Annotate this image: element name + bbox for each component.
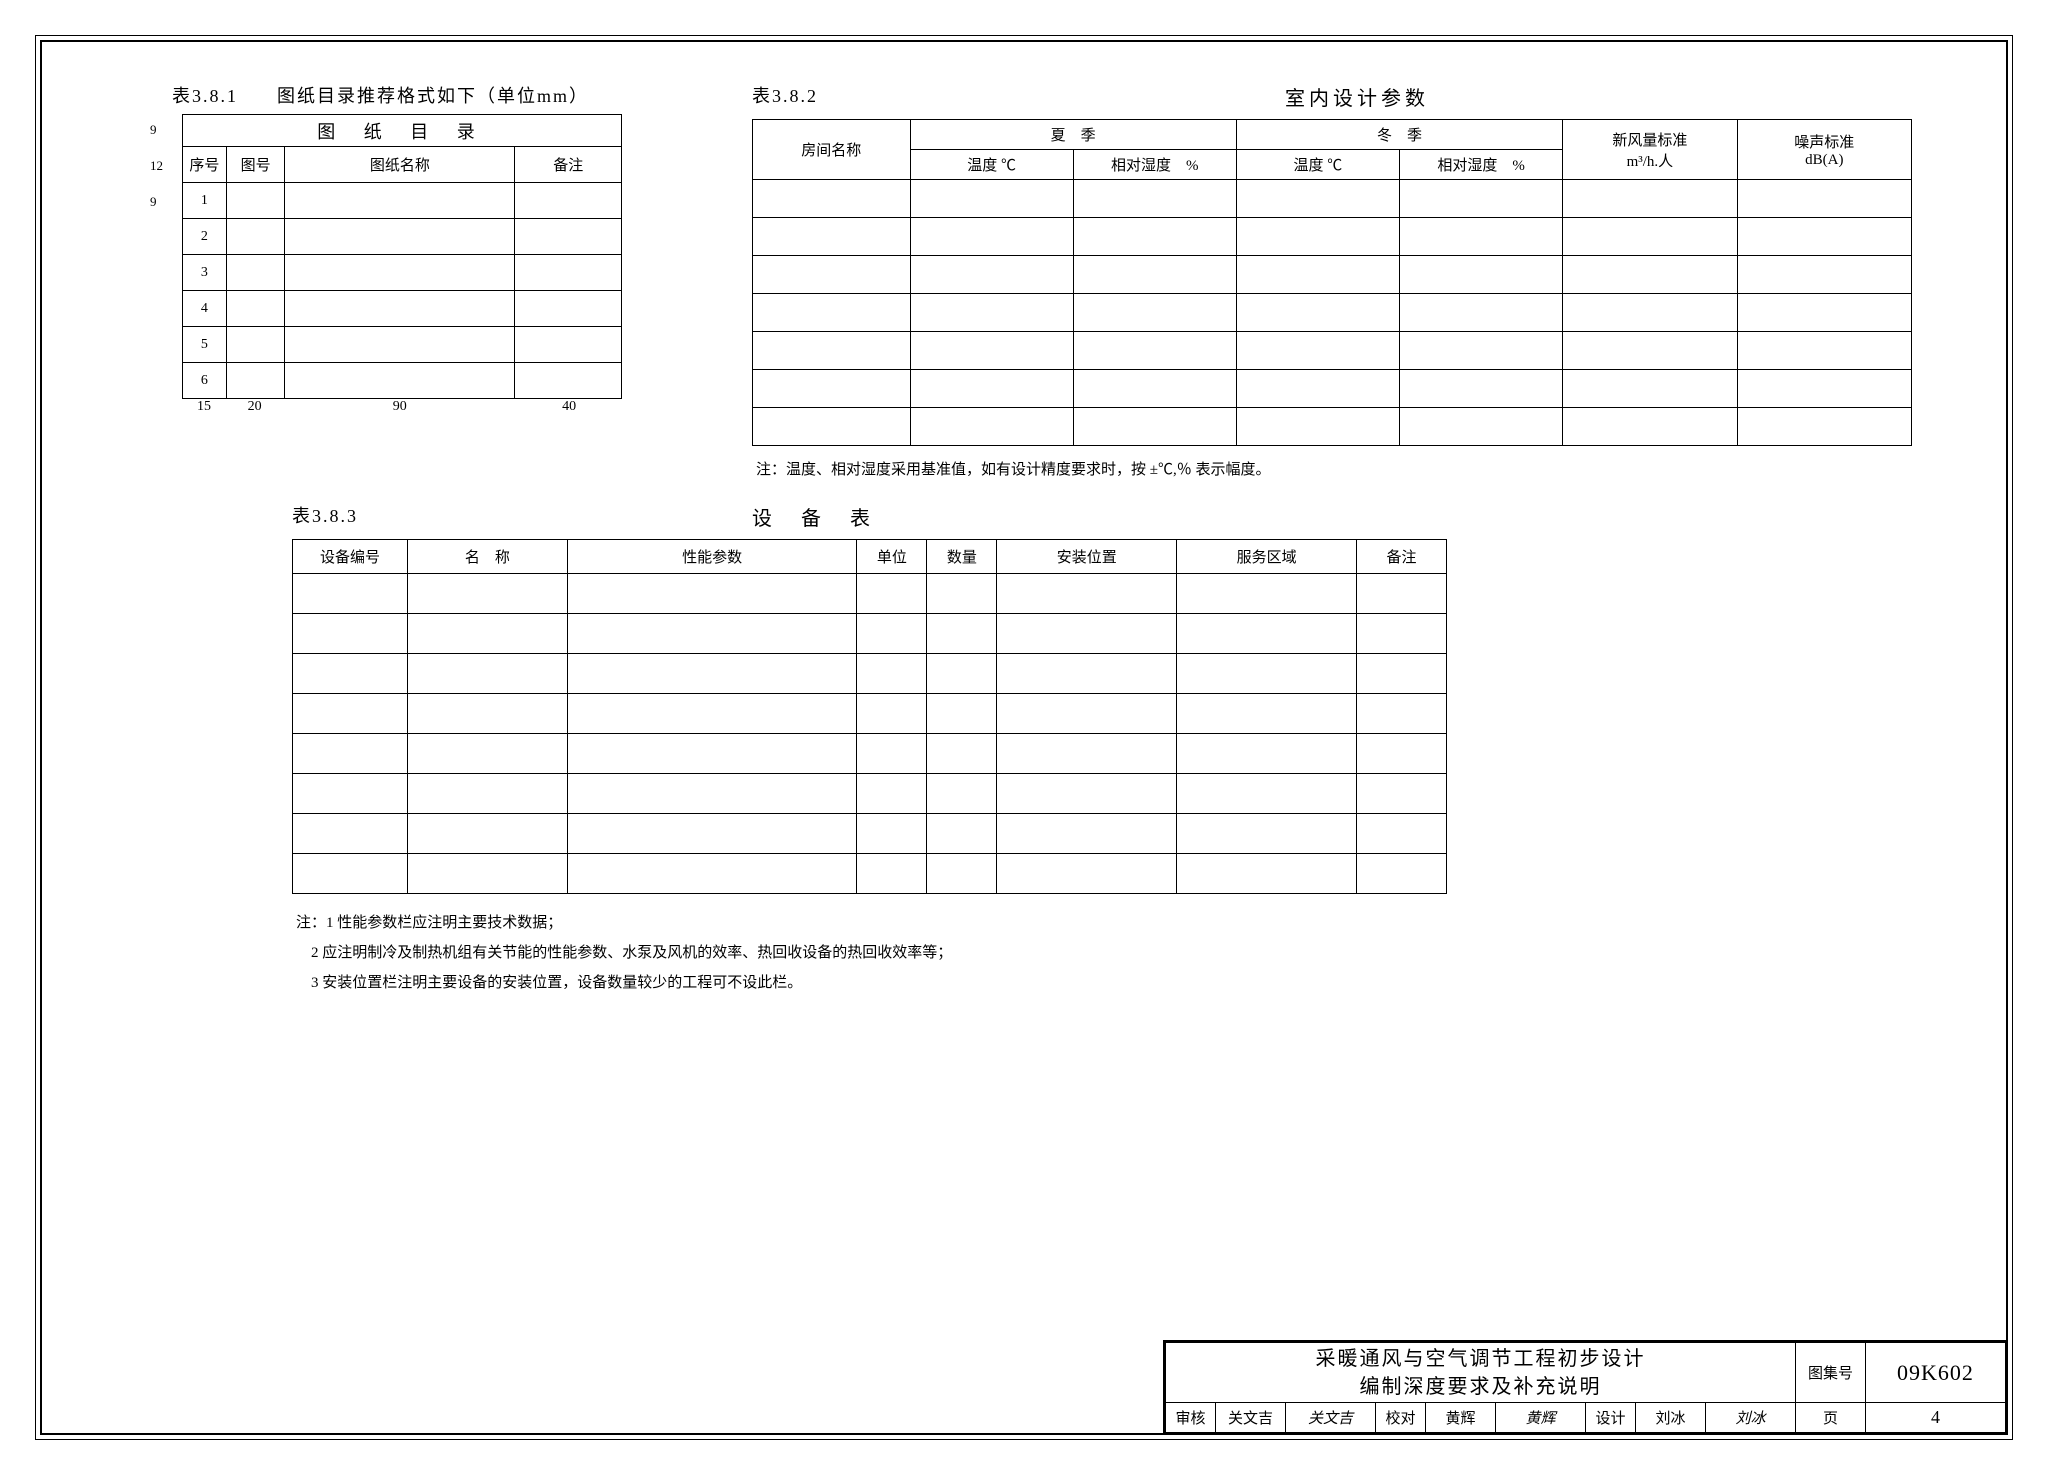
table-381: 图 纸 目 录 序号 图号 图纸名称 备注 1 2 3 bbox=[182, 114, 622, 399]
dim-v3: 9 bbox=[150, 194, 157, 210]
review-sig: 关文吉 bbox=[1286, 1403, 1376, 1433]
col-summer-temp: 温度 ℃ bbox=[910, 150, 1073, 180]
dim-v2: 12 bbox=[150, 158, 163, 174]
col-equip-pos: 安装位置 bbox=[997, 540, 1177, 574]
table-row: 4 bbox=[183, 291, 622, 327]
check-label: 校对 bbox=[1376, 1403, 1426, 1433]
dim-v1: 9 bbox=[150, 122, 157, 138]
table-382-caption: 表3.8.2 室内设计参数 bbox=[752, 82, 1922, 111]
atlas-label: 图集号 bbox=[1796, 1343, 1866, 1403]
review-label: 审核 bbox=[1166, 1403, 1216, 1433]
note-3: 3 安装位置栏注明主要设备的安装位置，设备数量较少的工程可不设此栏。 bbox=[311, 975, 802, 991]
titleblock-line1: 采暖通风与空气调节工程初步设计 bbox=[1170, 1345, 1791, 1373]
design-sig: 刘冰 bbox=[1706, 1403, 1796, 1433]
table-row bbox=[293, 774, 1447, 814]
table-381-header-big: 图 纸 目 录 bbox=[183, 115, 622, 147]
col-num: 图号 bbox=[226, 147, 285, 183]
table-382-note: 注：温度、相对湿度采用基准值，如有设计精度要求时，按 ±℃,％ 表示幅度。 bbox=[756, 458, 1922, 479]
table-381-label: 表3.8.1 bbox=[172, 86, 238, 106]
dim-d3: 90 bbox=[283, 399, 515, 415]
col-equip-note: 备注 bbox=[1357, 540, 1447, 574]
titleblock-line2: 编制深度要求及补充说明 bbox=[1170, 1373, 1791, 1401]
design-label: 设计 bbox=[1586, 1403, 1636, 1433]
table-row: 1 bbox=[183, 183, 622, 219]
col-noise: 噪声标准 dB(A) bbox=[1737, 120, 1911, 180]
page-label: 页 bbox=[1796, 1403, 1866, 1433]
col-freshair: 新风量标准 m³/h.人 bbox=[1563, 120, 1737, 180]
table-383: 设备编号 名 称 性能参数 单位 数量 安装位置 服务区域 备注 bbox=[292, 539, 1447, 894]
table-row bbox=[753, 370, 1912, 408]
table-383-label: 表3.8.3 bbox=[292, 502, 592, 531]
table-row bbox=[753, 408, 1912, 446]
design-name: 刘冰 bbox=[1636, 1403, 1706, 1433]
table-row bbox=[293, 574, 1447, 614]
col-equip-area: 服务区域 bbox=[1177, 540, 1357, 574]
table-row bbox=[293, 854, 1447, 894]
table-row bbox=[293, 814, 1447, 854]
table-row bbox=[293, 614, 1447, 654]
table-383-caption: 表3.8.3 设 备 表 bbox=[292, 502, 1462, 531]
table-row bbox=[293, 694, 1447, 734]
col-equip-id: 设备编号 bbox=[293, 540, 408, 574]
note-1: 1 性能参数栏应注明主要技术数据； bbox=[326, 915, 562, 931]
table-row: 5 bbox=[183, 327, 622, 363]
table-382-block: 表3.8.2 室内设计参数 房间名称 夏 季 冬 季 新风量标准 m³/h bbox=[752, 82, 1922, 479]
col-summer: 夏 季 bbox=[910, 120, 1236, 150]
dim-d1: 15 bbox=[182, 399, 225, 415]
table-row bbox=[753, 218, 1912, 256]
table-383-title-text: 设 备 表 bbox=[592, 502, 1462, 531]
table-row: 2 bbox=[183, 219, 622, 255]
table-row: 6 bbox=[183, 363, 622, 399]
col-equip-perf: 性能参数 bbox=[567, 540, 857, 574]
note-2: 2 应注明制冷及制热机组有关节能的性能参数、水泵及风机的效率、热回收设备的热回收… bbox=[311, 945, 952, 961]
col-name: 图纸名称 bbox=[285, 147, 515, 183]
check-name: 黄辉 bbox=[1426, 1403, 1496, 1433]
table-382-title-text: 室内设计参数 bbox=[992, 82, 1922, 111]
table-381-title-text: 图纸目录推荐格式如下（单位mm） bbox=[277, 86, 589, 106]
table-382-label: 表3.8.2 bbox=[752, 82, 992, 111]
note-prefix: 注： bbox=[296, 915, 326, 931]
table-381-caption: 表3.8.1 图纸目录推荐格式如下（单位mm） bbox=[172, 82, 632, 108]
table-381-block: 表3.8.1 图纸目录推荐格式如下（单位mm） 9 12 9 图 纸 目 录 序… bbox=[172, 82, 632, 421]
col-room: 房间名称 bbox=[753, 120, 911, 180]
table-382: 房间名称 夏 季 冬 季 新风量标准 m³/h.人 噪声标准 dB(A) bbox=[752, 119, 1912, 446]
table-row bbox=[293, 734, 1447, 774]
page-num: 4 bbox=[1866, 1403, 2006, 1433]
table-row bbox=[293, 654, 1447, 694]
table-row bbox=[753, 256, 1912, 294]
col-winter: 冬 季 bbox=[1236, 120, 1562, 150]
table-row: 3 bbox=[183, 255, 622, 291]
col-winter-rh: 相对湿度 % bbox=[1400, 150, 1563, 180]
dim-bottom: 15 20 90 40 bbox=[182, 399, 622, 421]
title-block: 采暖通风与空气调节工程初步设计 编制深度要求及补充说明 图集号 09K602 审… bbox=[1163, 1340, 2008, 1435]
col-summer-rh: 相对湿度 % bbox=[1073, 150, 1236, 180]
col-equip-name: 名 称 bbox=[407, 540, 567, 574]
dim-d2: 20 bbox=[225, 399, 283, 415]
table-383-notes: 注：1 性能参数栏应注明主要技术数据； 2 应注明制冷及制热机组有关节能的性能参… bbox=[296, 908, 1462, 998]
col-seq: 序号 bbox=[183, 147, 227, 183]
dim-d4: 40 bbox=[515, 399, 622, 415]
table-row bbox=[753, 332, 1912, 370]
col-equip-qty: 数量 bbox=[927, 540, 997, 574]
table-383-block: 表3.8.3 设 备 表 设备编号 名 称 性能参数 单位 数量 安装位置 bbox=[292, 502, 1462, 998]
table-row bbox=[753, 294, 1912, 332]
check-sig: 黄辉 bbox=[1496, 1403, 1586, 1433]
col-note: 备注 bbox=[515, 147, 622, 183]
col-equip-unit: 单位 bbox=[857, 540, 927, 574]
atlas-num: 09K602 bbox=[1866, 1343, 2006, 1403]
col-winter-temp: 温度 ℃ bbox=[1236, 150, 1399, 180]
table-row bbox=[753, 180, 1912, 218]
review-name: 关文吉 bbox=[1216, 1403, 1286, 1433]
